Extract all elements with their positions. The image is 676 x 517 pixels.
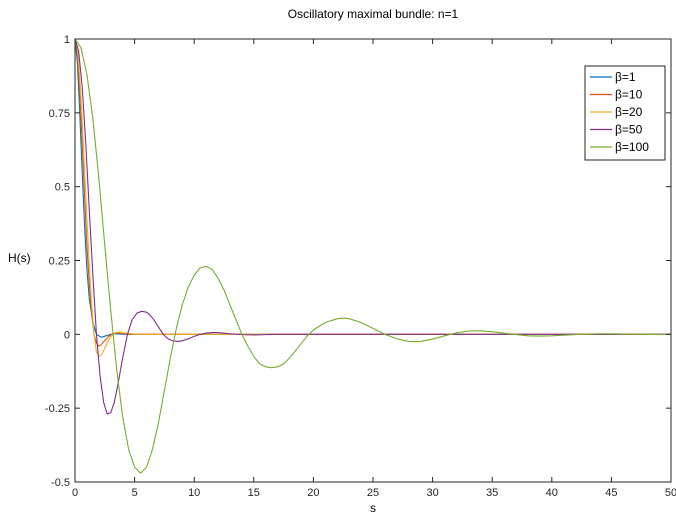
legend[interactable]: β=1 β=10 β=20 β=50 β=100 — [584, 65, 666, 161]
x-tick-label-3: 15 — [248, 487, 260, 499]
y-tick-label-0: -0.5 — [51, 477, 70, 489]
y-axis: -0.5 -0.25 0 0.25 0.5 0.75 1 — [45, 34, 671, 489]
legend-entry-0: β=1 — [615, 70, 636, 84]
x-tick-label-9: 45 — [605, 487, 617, 499]
y-tick-label-6: 1 — [64, 34, 70, 46]
x-axis: 0 5 10 15 20 25 30 35 40 45 50 — [72, 39, 676, 499]
plot-area: 0 5 10 15 20 25 30 35 40 45 50 -0.5 -0.25 0 0.25 0.5 0.… — [45, 34, 676, 499]
y-tick-label-5: 0.75 — [49, 108, 70, 120]
legend-box — [584, 65, 666, 161]
plot-background — [75, 39, 671, 482]
x-tick-label-0: 0 — [72, 487, 78, 499]
legend-entry-3: β=50 — [615, 123, 643, 137]
x-tick-label-4: 20 — [307, 487, 319, 499]
legend-entry-1: β=10 — [615, 88, 643, 102]
x-axis-label: s — [370, 501, 376, 515]
series-layer — [74, 38, 672, 474]
x-tick-label-7: 35 — [486, 487, 498, 499]
x-tick-label-2: 10 — [188, 487, 200, 499]
y-axis-label: H(s) — [8, 251, 31, 265]
y-tick-label-1: -0.25 — [45, 403, 70, 415]
chart-title: Oscillatory maximal bundle: n=1 — [288, 7, 459, 21]
y-tick-label-2: 0 — [64, 329, 70, 341]
y-tick-label-3: 0.25 — [49, 256, 70, 268]
legend-entry-4: β=100 — [615, 140, 649, 154]
series-line-3 — [74, 38, 671, 415]
x-tick-label-8: 40 — [546, 487, 558, 499]
series-line-2 — [74, 38, 671, 358]
legend-items: β=1 β=10 β=20 β=50 β=100 — [590, 70, 649, 154]
x-tick-label-10: 50 — [665, 487, 676, 499]
x-tick-label-1: 5 — [132, 487, 138, 499]
legend-entry-2: β=20 — [615, 105, 643, 119]
x-tick-label-6: 30 — [426, 487, 438, 499]
y-tick-label-4: 0.5 — [55, 182, 70, 194]
series-line-4 — [74, 38, 672, 474]
x-tick-label-5: 25 — [367, 487, 379, 499]
